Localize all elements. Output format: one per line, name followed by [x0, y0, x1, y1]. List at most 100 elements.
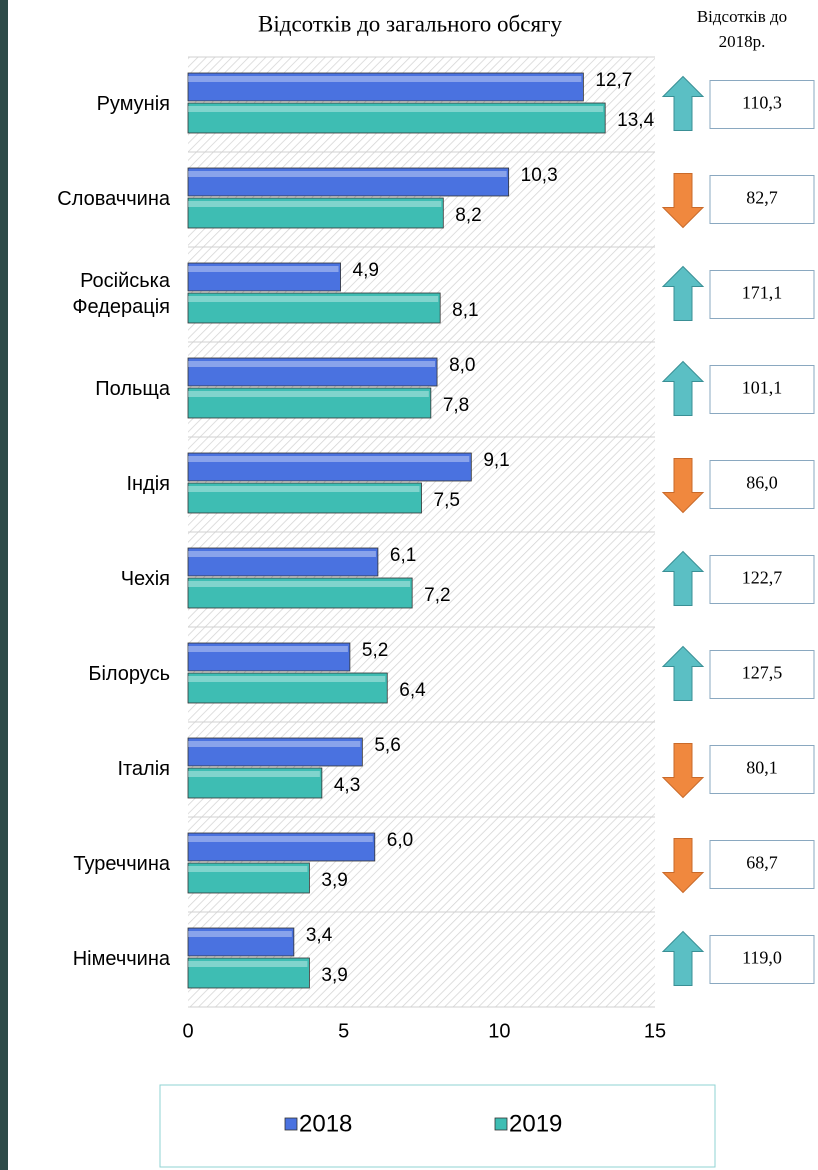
value-label: 3,9 [321, 965, 347, 986]
bar-highlight [188, 551, 376, 557]
y-tick-label: Італія [117, 758, 170, 780]
trend-arrow [661, 75, 705, 131]
value-label: 12,7 [595, 70, 632, 91]
trend-arrow [661, 645, 705, 701]
value-label: 7,5 [434, 490, 460, 511]
index-label: 119,0 [742, 948, 782, 968]
bar [187, 292, 441, 324]
bar [187, 167, 510, 197]
bar [187, 577, 413, 609]
bar-highlight [188, 741, 361, 747]
bar [187, 737, 363, 767]
trend-arrow [661, 173, 705, 229]
y-tick-label: Індія [126, 473, 170, 495]
bar [187, 672, 388, 704]
index-label: 101,1 [742, 378, 783, 398]
value-label: 6,4 [399, 680, 426, 701]
bar-highlight [188, 646, 348, 652]
bar [187, 452, 472, 482]
bar [187, 547, 379, 577]
trend-arrow [661, 360, 705, 416]
x-tick-label: 0 [182, 1020, 193, 1042]
bar-highlight [188, 771, 320, 777]
value-label: 5,2 [362, 640, 388, 661]
bar-highlight [188, 866, 308, 872]
index-box [709, 175, 815, 224]
x-tick-label: 5 [338, 1020, 349, 1042]
side-strip [0, 0, 8, 1170]
value-label: 8,0 [449, 355, 475, 376]
bar-highlight [188, 931, 292, 937]
index-title: 2018р. [719, 32, 766, 51]
bar-highlight [188, 266, 339, 272]
bar-highlight [188, 106, 604, 112]
bar-highlight [188, 836, 373, 842]
bar-highlight [188, 361, 436, 367]
index-label: 80,1 [746, 758, 778, 778]
trend-arrow [661, 930, 705, 986]
value-label: 3,4 [306, 925, 333, 946]
trend-arrow [661, 743, 705, 799]
index-box [709, 555, 815, 604]
index-label: 122,7 [742, 568, 783, 588]
index-box [709, 80, 815, 129]
bar [187, 357, 438, 387]
bar-highlight [188, 961, 308, 967]
value-label: 8,1 [452, 300, 478, 321]
value-label: 4,3 [334, 775, 360, 796]
index-label: 110,3 [742, 93, 782, 113]
legend-label: 2019 [509, 1110, 562, 1137]
value-label: 10,3 [521, 165, 558, 186]
bar-highlight [188, 676, 386, 682]
y-tick-label: Білорусь [88, 663, 170, 685]
index-box [709, 365, 815, 414]
y-tick-label: Федерація [72, 296, 170, 318]
index-box [709, 840, 815, 889]
y-tick-label: Російська [80, 270, 171, 292]
y-tick-label: Польща [95, 378, 171, 400]
legend-swatch [284, 1117, 298, 1131]
bar [187, 767, 323, 799]
y-tick-label: Німеччина [73, 948, 171, 970]
index-label: 127,5 [742, 663, 783, 683]
bar-highlight [188, 76, 582, 82]
bar-highlight [188, 171, 507, 177]
value-label: 13,4 [617, 110, 654, 131]
x-tick-label: 10 [488, 1020, 510, 1042]
trend-arrow [661, 838, 705, 894]
index-title: Відсотків до [697, 7, 787, 26]
y-tick-label: Чехія [121, 568, 170, 590]
bar [187, 642, 351, 672]
bar [187, 927, 295, 957]
value-label: 6,1 [390, 545, 416, 566]
index-box [709, 745, 815, 794]
index-box [709, 460, 815, 509]
value-label: 4,9 [353, 260, 379, 281]
legend-label: 2018 [299, 1110, 352, 1137]
bar [187, 482, 422, 514]
y-tick-label: Румунія [97, 93, 170, 115]
value-label: 6,0 [387, 830, 413, 851]
bar-highlight [188, 456, 470, 462]
index-box [709, 935, 815, 984]
index-box [709, 650, 815, 699]
legend-swatch [494, 1117, 508, 1131]
value-label: 3,9 [321, 870, 347, 891]
bar-highlight [188, 391, 429, 397]
index-label: 86,0 [746, 473, 778, 493]
y-tick-label: Туреччина [73, 853, 171, 875]
bar-highlight [188, 486, 420, 492]
bar [187, 102, 606, 134]
bar [187, 197, 444, 229]
bar [187, 72, 584, 102]
bar [187, 832, 376, 862]
bar-highlight [188, 581, 411, 587]
value-label: 7,8 [443, 395, 469, 416]
index-label: 68,7 [746, 853, 778, 873]
value-label: 5,6 [374, 735, 400, 756]
value-label: 7,2 [424, 585, 450, 606]
index-label: 82,7 [746, 188, 778, 208]
bar [187, 862, 310, 894]
value-label: 9,1 [483, 450, 509, 471]
